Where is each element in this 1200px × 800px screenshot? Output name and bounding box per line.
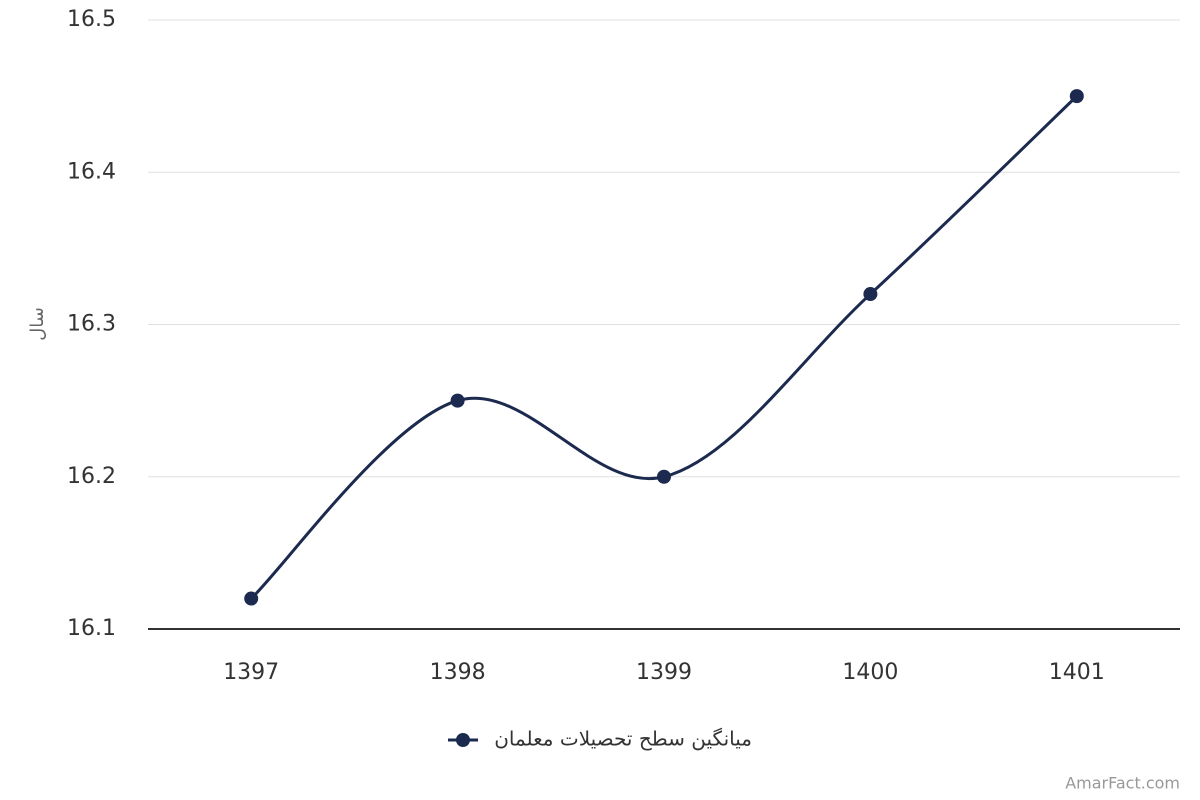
legend-label[interactable]: میانگین سطح تحصیلات معلمان (494, 727, 752, 751)
y-axis-label: سال (27, 307, 48, 341)
x-tick-label: 1397 (223, 660, 279, 685)
point (450, 393, 465, 408)
legend-symbol (456, 733, 470, 747)
x-tick-label: 1399 (636, 660, 692, 685)
point (863, 287, 878, 302)
point (1069, 89, 1084, 104)
x-tick-label: 1398 (430, 660, 486, 685)
y-tick-label: 16.3 (67, 312, 116, 337)
point (244, 591, 259, 606)
y-tick-label: 16.5 (67, 7, 116, 32)
credits[interactable]: AmarFact.com (1065, 774, 1180, 793)
y-tick-label: 16.4 (67, 159, 116, 184)
x-tick-label: 1400 (842, 660, 898, 685)
x-tick-label: 1401 (1049, 660, 1105, 685)
y-tick-label: 16.2 (67, 464, 116, 489)
series-line (250, 95, 1078, 600)
y-tick-label: 16.1 (67, 616, 116, 641)
point (657, 469, 671, 484)
